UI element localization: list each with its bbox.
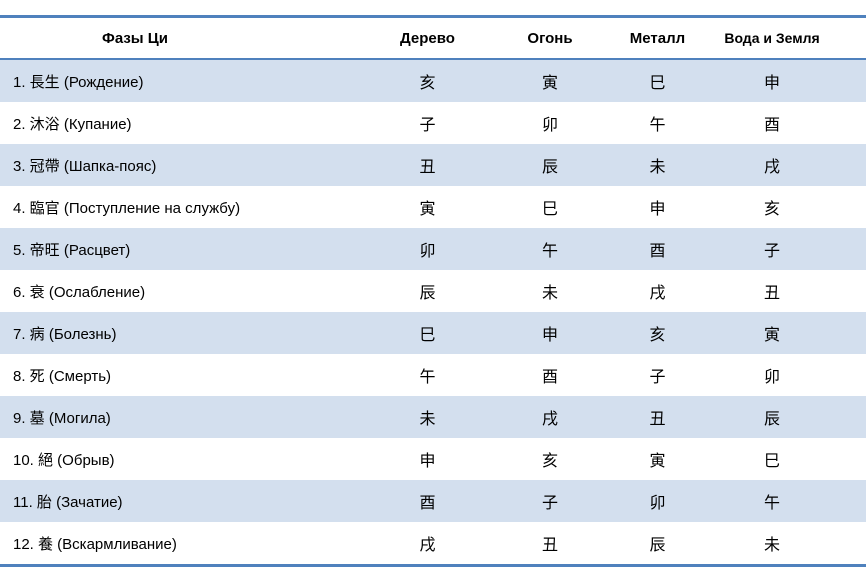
branch-cell: 子 — [605, 354, 710, 396]
branch-cell: 未 — [495, 270, 605, 312]
branch-cell: 亥 — [605, 312, 710, 354]
column-header-fire: Огонь — [495, 16, 605, 60]
branch-cell: 酉 — [495, 354, 605, 396]
branch-cell: 亥 — [710, 186, 866, 228]
branch-cell: 辰 — [495, 144, 605, 186]
branch-cell: 子 — [495, 480, 605, 522]
table-row: 1. 長生 (Рождение) 亥寅巳申 — [0, 59, 866, 102]
table-row: 9. 墓 (Могила) 未戌丑辰 — [0, 396, 866, 438]
column-header-water-earth: Вода и Земля — [710, 16, 866, 60]
branch-cell: 未 — [360, 396, 495, 438]
phase-cell: 8. 死 (Смерть) — [0, 354, 360, 396]
branch-cell: 申 — [605, 186, 710, 228]
branch-cell: 酉 — [710, 102, 866, 144]
phase-cell: 4. 臨官 (Поступление на службу) — [0, 186, 360, 228]
branch-cell: 未 — [710, 522, 866, 566]
table-row: 6. 衰 (Ослабление) 辰未戌丑 — [0, 270, 866, 312]
branch-cell: 午 — [495, 228, 605, 270]
branch-cell: 戌 — [710, 144, 866, 186]
phase-cell: 3. 冠帶 (Шапка-пояс) — [0, 144, 360, 186]
phase-cell: 10. 絕 (Обрыв) — [0, 438, 360, 480]
branch-cell: 巳 — [710, 438, 866, 480]
branch-cell: 申 — [710, 59, 866, 102]
branch-cell: 丑 — [495, 522, 605, 566]
table-row: 5. 帝旺 (Расцвет) 卯午酉子 — [0, 228, 866, 270]
phase-cell: 12. 養 (Вскармливание) — [0, 522, 360, 566]
branch-cell: 丑 — [360, 144, 495, 186]
branch-cell: 寅 — [495, 59, 605, 102]
branch-cell: 子 — [710, 228, 866, 270]
table-row: 11. 胎 (Зачатие) 酉子卯午 — [0, 480, 866, 522]
table-row: 10. 絕 (Обрыв) 申亥寅巳 — [0, 438, 866, 480]
branch-cell: 寅 — [360, 186, 495, 228]
branch-cell: 辰 — [710, 396, 866, 438]
branch-cell: 卯 — [710, 354, 866, 396]
branch-cell: 亥 — [495, 438, 605, 480]
phase-cell: 7. 病 (Болезнь) — [0, 312, 360, 354]
branch-cell: 未 — [605, 144, 710, 186]
table-row: 12. 養 (Вскармливание) 戌丑辰未 — [0, 522, 866, 566]
column-header-phase: Фазы Ци — [0, 16, 360, 60]
table-row: 3. 冠帶 (Шапка-пояс) 丑辰未戌 — [0, 144, 866, 186]
branch-cell: 卯 — [495, 102, 605, 144]
branch-cell: 巳 — [360, 312, 495, 354]
branch-cell: 午 — [360, 354, 495, 396]
branch-cell: 丑 — [710, 270, 866, 312]
branch-cell: 辰 — [605, 522, 710, 566]
phase-cell: 11. 胎 (Зачатие) — [0, 480, 360, 522]
branch-cell: 辰 — [360, 270, 495, 312]
branch-cell: 巳 — [495, 186, 605, 228]
branch-cell: 寅 — [605, 438, 710, 480]
branch-cell: 子 — [360, 102, 495, 144]
branch-cell: 酉 — [360, 480, 495, 522]
branch-cell: 丑 — [605, 396, 710, 438]
table-row: 4. 臨官 (Поступление на службу) 寅巳申亥 — [0, 186, 866, 228]
branch-cell: 申 — [360, 438, 495, 480]
phase-cell: 2. 沐浴 (Купание) — [0, 102, 360, 144]
phase-cell: 1. 長生 (Рождение) — [0, 59, 360, 102]
phase-cell: 6. 衰 (Ослабление) — [0, 270, 360, 312]
branch-cell: 戌 — [495, 396, 605, 438]
branch-cell: 寅 — [710, 312, 866, 354]
branch-cell: 亥 — [360, 59, 495, 102]
branch-cell: 巳 — [605, 59, 710, 102]
branch-cell: 申 — [495, 312, 605, 354]
branch-cell: 酉 — [605, 228, 710, 270]
qi-phases-table: Фазы Ци Дерево Огонь Металл Вода и Земля… — [0, 15, 866, 567]
branch-cell: 戌 — [605, 270, 710, 312]
header-row: Фазы Ци Дерево Огонь Металл Вода и Земля — [0, 16, 866, 60]
table-row: 2. 沐浴 (Купание) 子卯午酉 — [0, 102, 866, 144]
phase-cell: 9. 墓 (Могила) — [0, 396, 360, 438]
branch-cell: 卯 — [360, 228, 495, 270]
branch-cell: 戌 — [360, 522, 495, 566]
column-header-metal: Металл — [605, 16, 710, 60]
branch-cell: 卯 — [605, 480, 710, 522]
table-row: 8. 死 (Смерть) 午酉子卯 — [0, 354, 866, 396]
column-header-wood: Дерево — [360, 16, 495, 60]
phase-cell: 5. 帝旺 (Расцвет) — [0, 228, 360, 270]
branch-cell: 午 — [710, 480, 866, 522]
table-row: 7. 病 (Болезнь) 巳申亥寅 — [0, 312, 866, 354]
branch-cell: 午 — [605, 102, 710, 144]
